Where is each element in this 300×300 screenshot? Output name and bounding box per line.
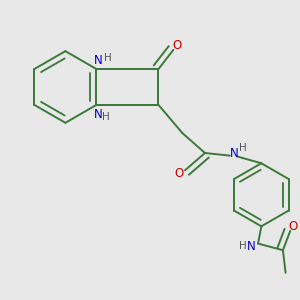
Text: H: H	[238, 143, 246, 153]
Text: N: N	[94, 54, 103, 67]
Text: O: O	[288, 220, 298, 233]
Text: O: O	[174, 167, 184, 180]
Text: H: H	[239, 241, 247, 250]
Text: N: N	[247, 240, 256, 253]
Text: O: O	[173, 39, 182, 52]
Text: H: H	[102, 112, 110, 122]
Text: N: N	[230, 148, 238, 160]
Text: H: H	[103, 53, 111, 63]
Text: N: N	[94, 108, 103, 121]
